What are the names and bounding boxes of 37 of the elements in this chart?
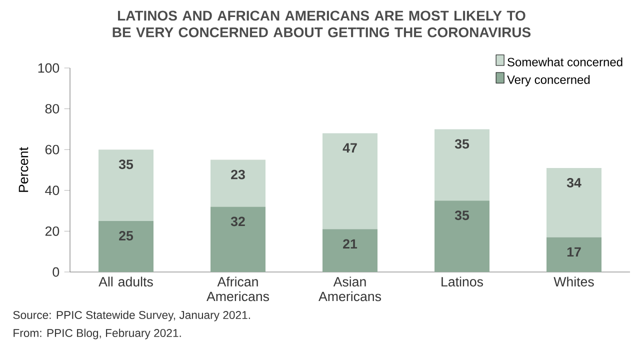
y-tick-label: 100	[38, 63, 60, 73]
legend-label: Very concerned	[507, 75, 590, 86]
y-tick-label: 40	[45, 186, 60, 196]
legend-label: Somewhat concerned	[508, 58, 622, 66]
data-label: 17	[567, 247, 581, 257]
source-note: Source: PPIC Statewide Survey, January 2021.	[13, 310, 250, 322]
data-label: 23	[231, 170, 245, 180]
bar	[210, 160, 266, 207]
x-tick-label: African Americans	[206, 276, 270, 302]
bar	[98, 220, 154, 272]
y-tick-label: 20	[45, 226, 60, 236]
y-axis-title: Percent	[18, 147, 28, 192]
data-label: 25	[119, 231, 134, 240]
data-label: 34	[566, 178, 582, 188]
y-tick-label: 0	[52, 267, 60, 277]
y-tick-label: 60	[45, 144, 60, 154]
bar	[98, 150, 154, 221]
data-label: 35	[454, 139, 470, 149]
x-tick-label: Whites	[554, 276, 594, 286]
bar	[546, 237, 602, 272]
text: From: PPIC Blog, February 2021.	[14, 328, 181, 340]
bar	[434, 129, 490, 201]
bar	[210, 206, 266, 272]
data-label: 47	[342, 143, 357, 152]
y-tick-label: 80	[45, 104, 60, 114]
bar	[322, 133, 378, 230]
x-tick-label: Latinos	[442, 276, 484, 286]
x-tick-label: Asian Americans	[318, 276, 382, 302]
bar	[322, 229, 378, 272]
data-label: 21	[343, 239, 358, 248]
bar	[434, 200, 490, 272]
data-label: 35	[454, 210, 470, 220]
bar	[546, 168, 602, 238]
data-label: 35	[118, 160, 134, 170]
data-label: 32	[230, 216, 245, 226]
chart-title: LATINOS AND AFRICAN AMERICANS ARE MOST LIKELY TO BE VERY CONCERNED ABOUT GETTING THE CORONAVIRUS	[112, 10, 531, 38]
x-tick-label: All adults	[98, 276, 153, 286]
